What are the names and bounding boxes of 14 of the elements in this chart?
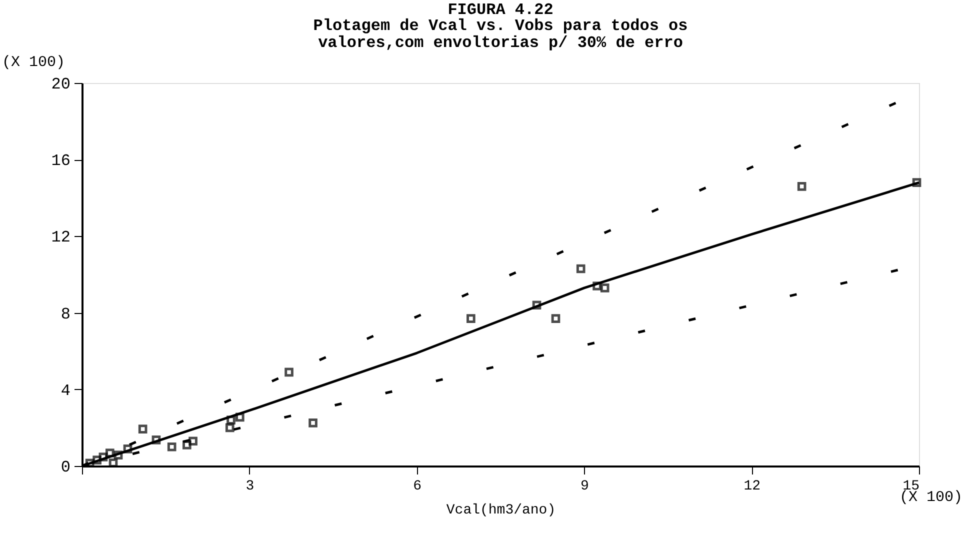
y-tick-label: 0 xyxy=(60,458,70,476)
text: (X 100) xyxy=(2,54,66,71)
y-tick-label: 4 xyxy=(60,382,70,400)
x-tick-label: 3 xyxy=(246,478,254,494)
y-tick-label: 12 xyxy=(51,228,70,247)
y-tick-label: 8 xyxy=(60,305,70,324)
chart-title: FIGURA 4.22 xyxy=(448,1,554,19)
x-tick-label: 9 xyxy=(580,478,589,494)
x-tick-label: 12 xyxy=(744,478,761,494)
x-tick-label: 6 xyxy=(413,478,422,494)
chart-subtitle: Plotagem de Vcal vs. Vobs para todos os valores,com envoltorias p/ 30% de erro xyxy=(313,17,688,52)
y-tick-label: 16 xyxy=(51,152,70,170)
x-axis-title: Vcal(hm3/ano) xyxy=(446,502,556,518)
y-tick-label: 20 xyxy=(51,76,70,94)
